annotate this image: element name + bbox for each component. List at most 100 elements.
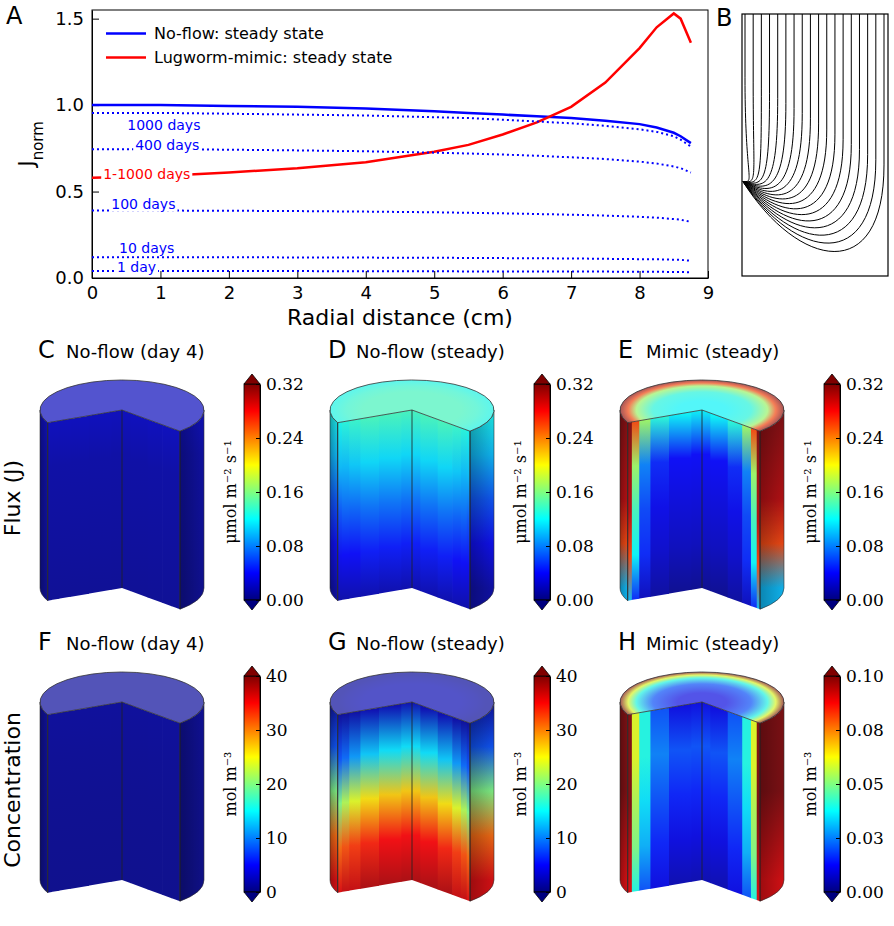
- field-strip: [467, 722, 470, 901]
- tick-label: 3: [292, 282, 303, 303]
- field-strip: [148, 711, 163, 895]
- x-axis-title: Radial distance (cm): [287, 305, 513, 330]
- cut-face: [702, 410, 760, 609]
- cut-edge: [702, 702, 703, 880]
- cut-face: [702, 702, 760, 901]
- outer-surface: [760, 702, 784, 901]
- tick: 20: [256, 774, 288, 794]
- tick-label: 0.24: [266, 428, 304, 448]
- tick-mark: [836, 438, 840, 439]
- tick-label: 0.05: [846, 774, 884, 794]
- colorbar-extend-top: [534, 374, 550, 384]
- field-strip: [467, 430, 470, 609]
- tick-label: 0.00: [266, 590, 304, 610]
- field-strip: [742, 717, 751, 898]
- tick-label: 0.08: [266, 536, 304, 556]
- field-strip: [702, 410, 711, 591]
- annotation-patch: [133, 137, 201, 153]
- cut-edge: [469, 431, 470, 609]
- field-strip: [162, 425, 171, 606]
- field-strip: [710, 413, 728, 598]
- field-strip: [130, 413, 148, 598]
- tick: 0.00: [836, 590, 884, 610]
- tick: 0: [546, 882, 567, 902]
- tick: 0.08: [836, 720, 884, 740]
- cut-face: [412, 410, 470, 609]
- cut-face: [628, 702, 702, 893]
- tick-label: 0.16: [846, 482, 884, 502]
- cut-edge: [179, 723, 180, 901]
- panel-title: No-flow (day 4): [66, 633, 204, 654]
- field-strip: [742, 425, 751, 606]
- cut-face: [122, 702, 180, 901]
- field-strip: [631, 713, 639, 892]
- row-label: Flux (J): [0, 460, 25, 536]
- tick: 0.08: [546, 536, 594, 556]
- cut-edge: [759, 723, 760, 901]
- panel-title: No-flow (steady): [356, 341, 505, 362]
- colorbar-axis: 0.000.080.160.240.32: [256, 374, 304, 610]
- y-axis-title: Jnorm: [14, 121, 47, 169]
- tick-mark: [256, 600, 260, 601]
- panel-letter: A: [6, 2, 23, 30]
- tick-label: 0.16: [266, 482, 304, 502]
- field-strip: [348, 711, 360, 891]
- tick-mark: [546, 600, 550, 601]
- tick: 0.32: [836, 374, 884, 394]
- tick-label: 8: [634, 282, 645, 303]
- tick: 20: [546, 774, 578, 794]
- colorbar-axis-line: [840, 677, 841, 893]
- outer-shading: [40, 702, 48, 893]
- colorbar: 0.000.030.050.080.10mol m⁻³: [801, 666, 884, 902]
- annotation-patch: [125, 117, 202, 133]
- tick-mark: [836, 492, 840, 493]
- tick-label: 5: [429, 282, 440, 303]
- outer-surface: [620, 702, 628, 893]
- tick-label: 2: [224, 282, 235, 303]
- outer-shading: [760, 702, 784, 901]
- tick-mark: [836, 730, 840, 731]
- field-strip: [88, 704, 111, 886]
- field-strip: [702, 702, 711, 883]
- panel-title: Mimic (steady): [646, 633, 779, 654]
- field-strip: [58, 711, 70, 891]
- tick: 0.24: [256, 428, 304, 448]
- field-strip: [348, 419, 360, 599]
- tick-mark: [836, 600, 840, 601]
- colorbar: 0.000.080.160.240.32μmol m⁻² s⁻¹: [221, 374, 304, 610]
- annotation: 1-1000 days: [103, 166, 190, 182]
- cut-edge: [337, 423, 338, 601]
- tick-mark: [256, 730, 260, 731]
- tick: 0.32: [546, 374, 594, 394]
- outer-shading: [180, 702, 204, 901]
- tick-label: 0.24: [846, 428, 884, 448]
- cut-edge: [122, 410, 123, 588]
- colorbar-label: mol m⁻³: [801, 751, 820, 816]
- field-strip: [58, 419, 70, 599]
- tick-label: 30: [556, 720, 578, 740]
- streamline: [743, 14, 770, 183]
- tick-mark: [92, 192, 99, 193]
- field-strip: [628, 714, 632, 893]
- series-line: [92, 211, 691, 222]
- tick: 0.00: [546, 590, 594, 610]
- y-axis-title-subscript: norm: [29, 121, 47, 160]
- field-strip: [338, 714, 342, 893]
- colorbar-axis: 0.000.080.160.240.32: [546, 374, 594, 610]
- cut-face: [48, 410, 122, 601]
- tick-mark: [546, 492, 550, 493]
- tick: 0.00: [256, 590, 304, 610]
- tick-label: 0.0: [55, 267, 84, 288]
- field-strip: [438, 419, 453, 603]
- tick: 40: [256, 666, 288, 686]
- tick: 7: [566, 271, 577, 303]
- outer-shading: [470, 410, 494, 609]
- lines: [92, 13, 691, 272]
- outer-shading: [330, 410, 338, 601]
- cut-edge: [412, 702, 413, 880]
- tick: 0.24: [836, 428, 884, 448]
- panel-letter: E: [618, 336, 633, 364]
- legend-swatch: [106, 32, 146, 35]
- panel-letter: B: [716, 4, 732, 32]
- field-strip: [452, 425, 461, 606]
